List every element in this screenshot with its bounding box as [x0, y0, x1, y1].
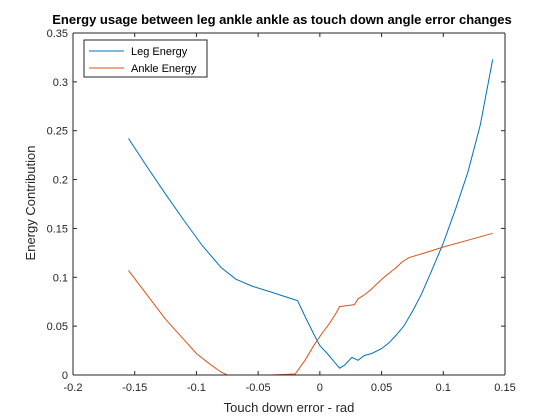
y-tick-label: 0: [62, 370, 68, 382]
x-tick-label: 0.05: [371, 382, 392, 394]
axes-layer: [72, 32, 506, 376]
chart-title: Energy usage between leg ankle ankle as …: [52, 12, 511, 27]
plot-area: [73, 33, 505, 375]
y-axis-label: Energy Contribution: [23, 146, 38, 261]
x-ticks: -0.2 -0.15 -0.1 -0.05 0 0.05 0.1 0.15: [64, 33, 516, 394]
series-layer: [128, 59, 494, 376]
legend: Leg Energy Ankle Energy: [83, 39, 208, 78]
x-tick-label: -0.1: [187, 382, 206, 394]
y-tick-label: 0.35: [47, 28, 68, 40]
x-tick-label: -0.05: [246, 382, 271, 394]
y-tick-label: 0.05: [47, 321, 68, 333]
y-tick-label: 0.15: [47, 223, 68, 235]
legend-label-ankle-energy: Ankle Energy: [131, 63, 197, 75]
x-tick-label: 0.1: [436, 382, 451, 394]
y-tick-label: 0.2: [53, 175, 68, 187]
x-tick-label: 0.15: [494, 382, 515, 394]
x-tick-label: -0.2: [64, 382, 83, 394]
series-line-leg-energy: [128, 59, 494, 369]
y-ticks: 0 0.05 0.1 0.15 0.2 0.25 0.3 0.35: [47, 28, 505, 382]
x-axis-label: Touch down error - rad: [224, 400, 355, 415]
y-tick-label: 0.3: [53, 77, 68, 89]
x-tick-label: -0.15: [122, 382, 147, 394]
legend-label-leg-energy: Leg Energy: [131, 46, 188, 58]
series-line-ankle-energy: [128, 232, 493, 376]
y-tick-label: 0.25: [47, 126, 68, 138]
y-tick-label: 0.1: [53, 272, 68, 284]
x-tick-label: 0: [317, 382, 323, 394]
legend-box: [83, 39, 208, 78]
